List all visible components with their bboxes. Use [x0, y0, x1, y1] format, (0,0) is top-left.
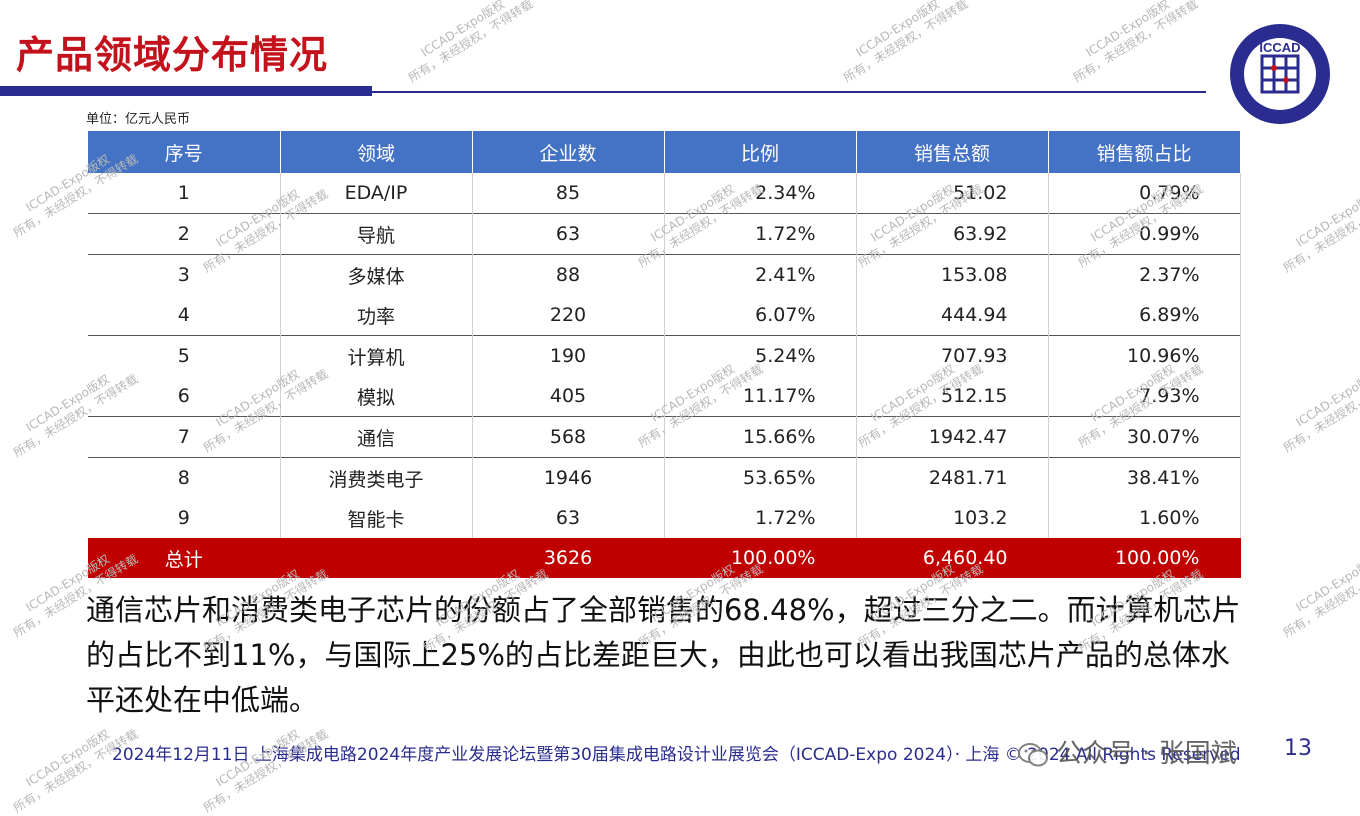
copyright-watermark: ICCAD-Expo版权 所有，未经授权，不得转载	[200, 726, 331, 816]
cell-domain: 导航	[280, 213, 473, 255]
header-sales-total: 销售总额	[856, 131, 1049, 173]
cell-company-count: 63	[472, 498, 665, 538]
table-row: 3 多媒体 88 2.41% 153.08 2.37%	[88, 254, 1241, 295]
header-sales-share: 销售额占比	[1048, 131, 1241, 173]
copyright-watermark: ICCAD-Expo版权 所有，未经授权，不得转载	[1070, 0, 1201, 86]
cell-company-count: 190	[472, 335, 665, 376]
unit-label: 单位：亿元人民币	[86, 112, 191, 127]
cell-domain: 功率	[280, 295, 473, 336]
table-row: 4 功率 220 6.07% 444.94 6.89%	[88, 295, 1241, 336]
total-domain	[280, 538, 473, 578]
cell-index: 8	[88, 457, 281, 498]
product-domain-table: 序号 领域 企业数 比例 销售总额 销售额占比 1 EDA/IP 85 2.34…	[88, 131, 1241, 578]
table-row: 1 EDA/IP 85 2.34% 51.02 0.79%	[88, 173, 1241, 214]
cell-sales-total: 1942.47	[856, 416, 1049, 458]
table-row: 9 智能卡 63 1.72% 103.2 1.60%	[88, 498, 1241, 538]
cell-sales-total: 707.93	[856, 335, 1049, 376]
cell-ratio: 2.34%	[664, 173, 857, 214]
table-header-row: 序号 领域 企业数 比例 销售总额 销售额占比	[88, 131, 1241, 173]
total-ratio: 100.00%	[664, 538, 857, 578]
table-total-row: 总计 3626 100.00% 6,460.40 100.00%	[88, 538, 1241, 578]
copyright-watermark: ICCAD-Expo版权 所有，未经授权，不得转载	[10, 726, 141, 816]
cell-domain: 消费类电子	[280, 457, 473, 498]
cell-ratio: 2.41%	[664, 254, 857, 295]
cell-index: 7	[88, 416, 281, 458]
cell-ratio: 1.72%	[664, 498, 857, 538]
table-row: 2 导航 63 1.72% 63.92 0.99%	[88, 213, 1241, 255]
cell-domain: 智能卡	[280, 498, 473, 538]
slide-title: 产品领域分布情况	[16, 33, 329, 77]
cell-index: 9	[88, 498, 281, 538]
iccad-logo: ICCAD	[1230, 24, 1330, 124]
header-domain: 领域	[280, 131, 473, 173]
cell-ratio: 6.07%	[664, 295, 857, 336]
cell-sales-share: 38.41%	[1048, 457, 1241, 498]
cell-ratio: 11.17%	[664, 376, 857, 417]
logo-text: ICCAD	[1259, 40, 1300, 55]
cell-sales-total: 153.08	[856, 254, 1049, 295]
page-number: 13	[1284, 736, 1312, 761]
cell-domain: EDA/IP	[280, 173, 473, 214]
cell-company-count: 85	[472, 173, 665, 214]
cell-ratio: 5.24%	[664, 335, 857, 376]
wechat-icon	[1018, 742, 1048, 766]
cell-index: 1	[88, 173, 281, 214]
title-underline-thin	[372, 91, 1206, 93]
table-row: 7 通信 568 15.66% 1942.47 30.07%	[88, 416, 1241, 458]
cell-company-count: 568	[472, 416, 665, 458]
cell-sales-total: 63.92	[856, 213, 1049, 255]
copyright-watermark: ICCAD-Expo版权 所有，未经授权，不得转载	[1280, 366, 1360, 456]
cell-index: 4	[88, 295, 281, 336]
cell-sales-total: 103.2	[856, 498, 1049, 538]
wechat-watermark: 公众号 · 张国斌	[1018, 733, 1237, 770]
cell-company-count: 1946	[472, 457, 665, 498]
cell-sales-share: 0.79%	[1048, 173, 1241, 214]
cell-index: 6	[88, 376, 281, 417]
cell-sales-share: 10.96%	[1048, 335, 1241, 376]
cell-sales-share: 0.99%	[1048, 213, 1241, 255]
cell-sales-total: 512.15	[856, 376, 1049, 417]
summary-paragraph: 通信芯片和消费类电子芯片的份额占了全部销售的68.48%，超过三分之二。而计算机…	[86, 593, 1241, 717]
header-index: 序号	[88, 131, 281, 173]
cell-domain: 通信	[280, 416, 473, 458]
copyright-watermark: ICCAD-Expo版权 所有，未经授权，不得转载	[1280, 186, 1360, 276]
table-row: 6 模拟 405 11.17% 512.15 7.93%	[88, 376, 1241, 417]
cell-index: 3	[88, 254, 281, 295]
cell-sales-total: 51.02	[856, 173, 1049, 214]
cell-company-count: 63	[472, 213, 665, 255]
cell-sales-share: 2.37%	[1048, 254, 1241, 295]
cell-sales-share: 30.07%	[1048, 416, 1241, 458]
cell-sales-total: 444.94	[856, 295, 1049, 336]
title-underline-thick	[0, 86, 372, 96]
total-sales: 6,460.40	[856, 538, 1049, 578]
cell-company-count: 88	[472, 254, 665, 295]
cell-ratio: 15.66%	[664, 416, 857, 458]
copyright-watermark: ICCAD-Expo版权 所有，未经授权，不得转载	[840, 0, 971, 86]
cell-sales-share: 1.60%	[1048, 498, 1241, 538]
copyright-watermark: ICCAD-Expo版权 所有，未经授权，不得转载	[1280, 551, 1360, 641]
total-sales-share: 100.00%	[1048, 538, 1241, 578]
cell-domain: 模拟	[280, 376, 473, 417]
header-company-count: 企业数	[472, 131, 665, 173]
wechat-account-name: 公众号 · 张国斌	[1056, 739, 1237, 769]
slide-footer: 2024年12月11日 上海集成电路2024年度产业发展论坛暨第30届集成电路设…	[112, 745, 1241, 765]
cell-ratio: 1.72%	[664, 213, 857, 255]
cell-index: 2	[88, 213, 281, 255]
cell-domain: 多媒体	[280, 254, 473, 295]
total-label: 总计	[88, 538, 281, 578]
cell-ratio: 53.65%	[664, 457, 857, 498]
cell-index: 5	[88, 335, 281, 376]
table-row: 8 消费类电子 1946 53.65% 2481.71 38.41%	[88, 457, 1241, 498]
table-row: 5 计算机 190 5.24% 707.93 10.96%	[88, 335, 1241, 376]
cell-company-count: 405	[472, 376, 665, 417]
cell-sales-total: 2481.71	[856, 457, 1049, 498]
cell-company-count: 220	[472, 295, 665, 336]
cell-sales-share: 7.93%	[1048, 376, 1241, 417]
header-ratio: 比例	[664, 131, 857, 173]
copyright-watermark: ICCAD-Expo版权 所有，未经授权，不得转载	[405, 0, 536, 86]
total-company-count: 3626	[472, 538, 665, 578]
cell-domain: 计算机	[280, 335, 473, 376]
cell-sales-share: 6.89%	[1048, 295, 1241, 336]
